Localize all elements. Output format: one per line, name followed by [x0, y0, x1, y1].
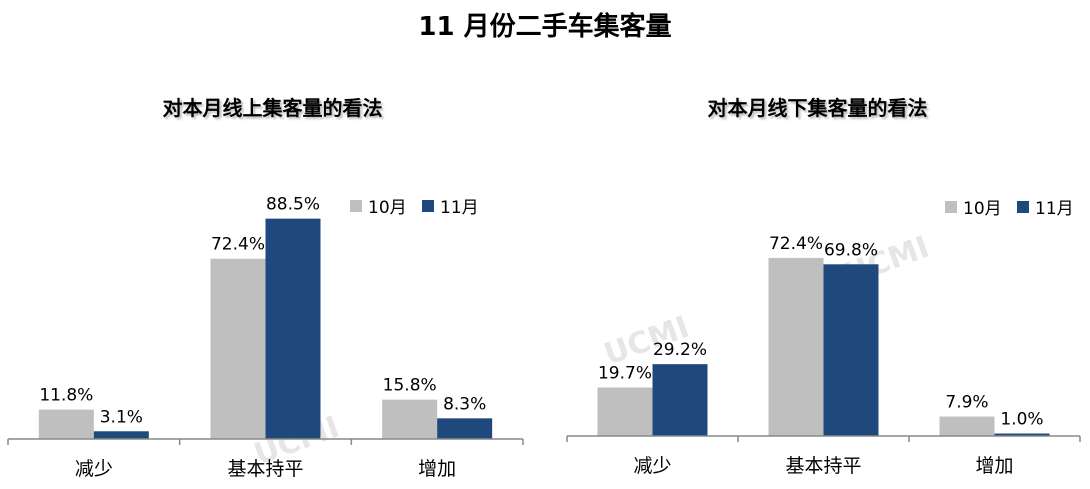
- legend-swatch-nov: [422, 200, 434, 212]
- bar-nov-2: [994, 433, 1050, 436]
- bar-nov-0: [652, 364, 708, 436]
- bar-nov-1: [823, 264, 879, 436]
- legend-label: 10月: [963, 199, 1002, 219]
- chart-2-title: 对本月线下集客量的看法: [707, 96, 928, 120]
- legend-swatch-oct: [350, 200, 362, 212]
- data-label: 29.2%: [653, 340, 707, 360]
- category-label: 基本持平: [785, 455, 861, 477]
- category-label: 增加: [418, 458, 456, 480]
- bar-oct-0: [38, 409, 94, 439]
- data-label: 88.5%: [266, 195, 320, 215]
- legend-label: 11月: [440, 198, 479, 218]
- bar-nov-2: [437, 418, 493, 439]
- data-label: 1.0%: [1000, 410, 1043, 430]
- data-label: 7.9%: [945, 393, 988, 413]
- bar-oct-1: [768, 257, 824, 436]
- data-label: 72.4%: [211, 235, 265, 255]
- category-label: 减少: [75, 458, 113, 480]
- category-label: 基本持平: [227, 458, 303, 480]
- data-label: 19.7%: [598, 364, 652, 384]
- data-label: 15.8%: [383, 376, 437, 396]
- category-label: 减少: [633, 455, 671, 477]
- data-label: 72.4%: [769, 234, 823, 254]
- data-label: 69.8%: [824, 240, 878, 260]
- chart-1-title: 对本月线上集客量的看法: [162, 96, 383, 120]
- bar-nov-1: [265, 218, 321, 439]
- bar-oct-1: [210, 258, 266, 439]
- category-label: 增加: [975, 455, 1013, 477]
- legend-label: 11月: [1035, 199, 1074, 219]
- legend-label: 10月: [368, 198, 407, 218]
- bar-nov-0: [93, 431, 149, 439]
- page-title: 11 月份二手车集客量: [418, 12, 672, 42]
- legend-swatch-oct: [945, 201, 957, 213]
- data-label: 3.1%: [100, 407, 143, 427]
- legend-swatch-nov: [1017, 201, 1029, 213]
- data-label: 11.8%: [39, 386, 93, 406]
- data-label: 8.3%: [443, 394, 486, 414]
- bar-oct-2: [382, 399, 438, 439]
- bar-oct-2: [939, 416, 995, 436]
- bar-oct-0: [597, 387, 653, 436]
